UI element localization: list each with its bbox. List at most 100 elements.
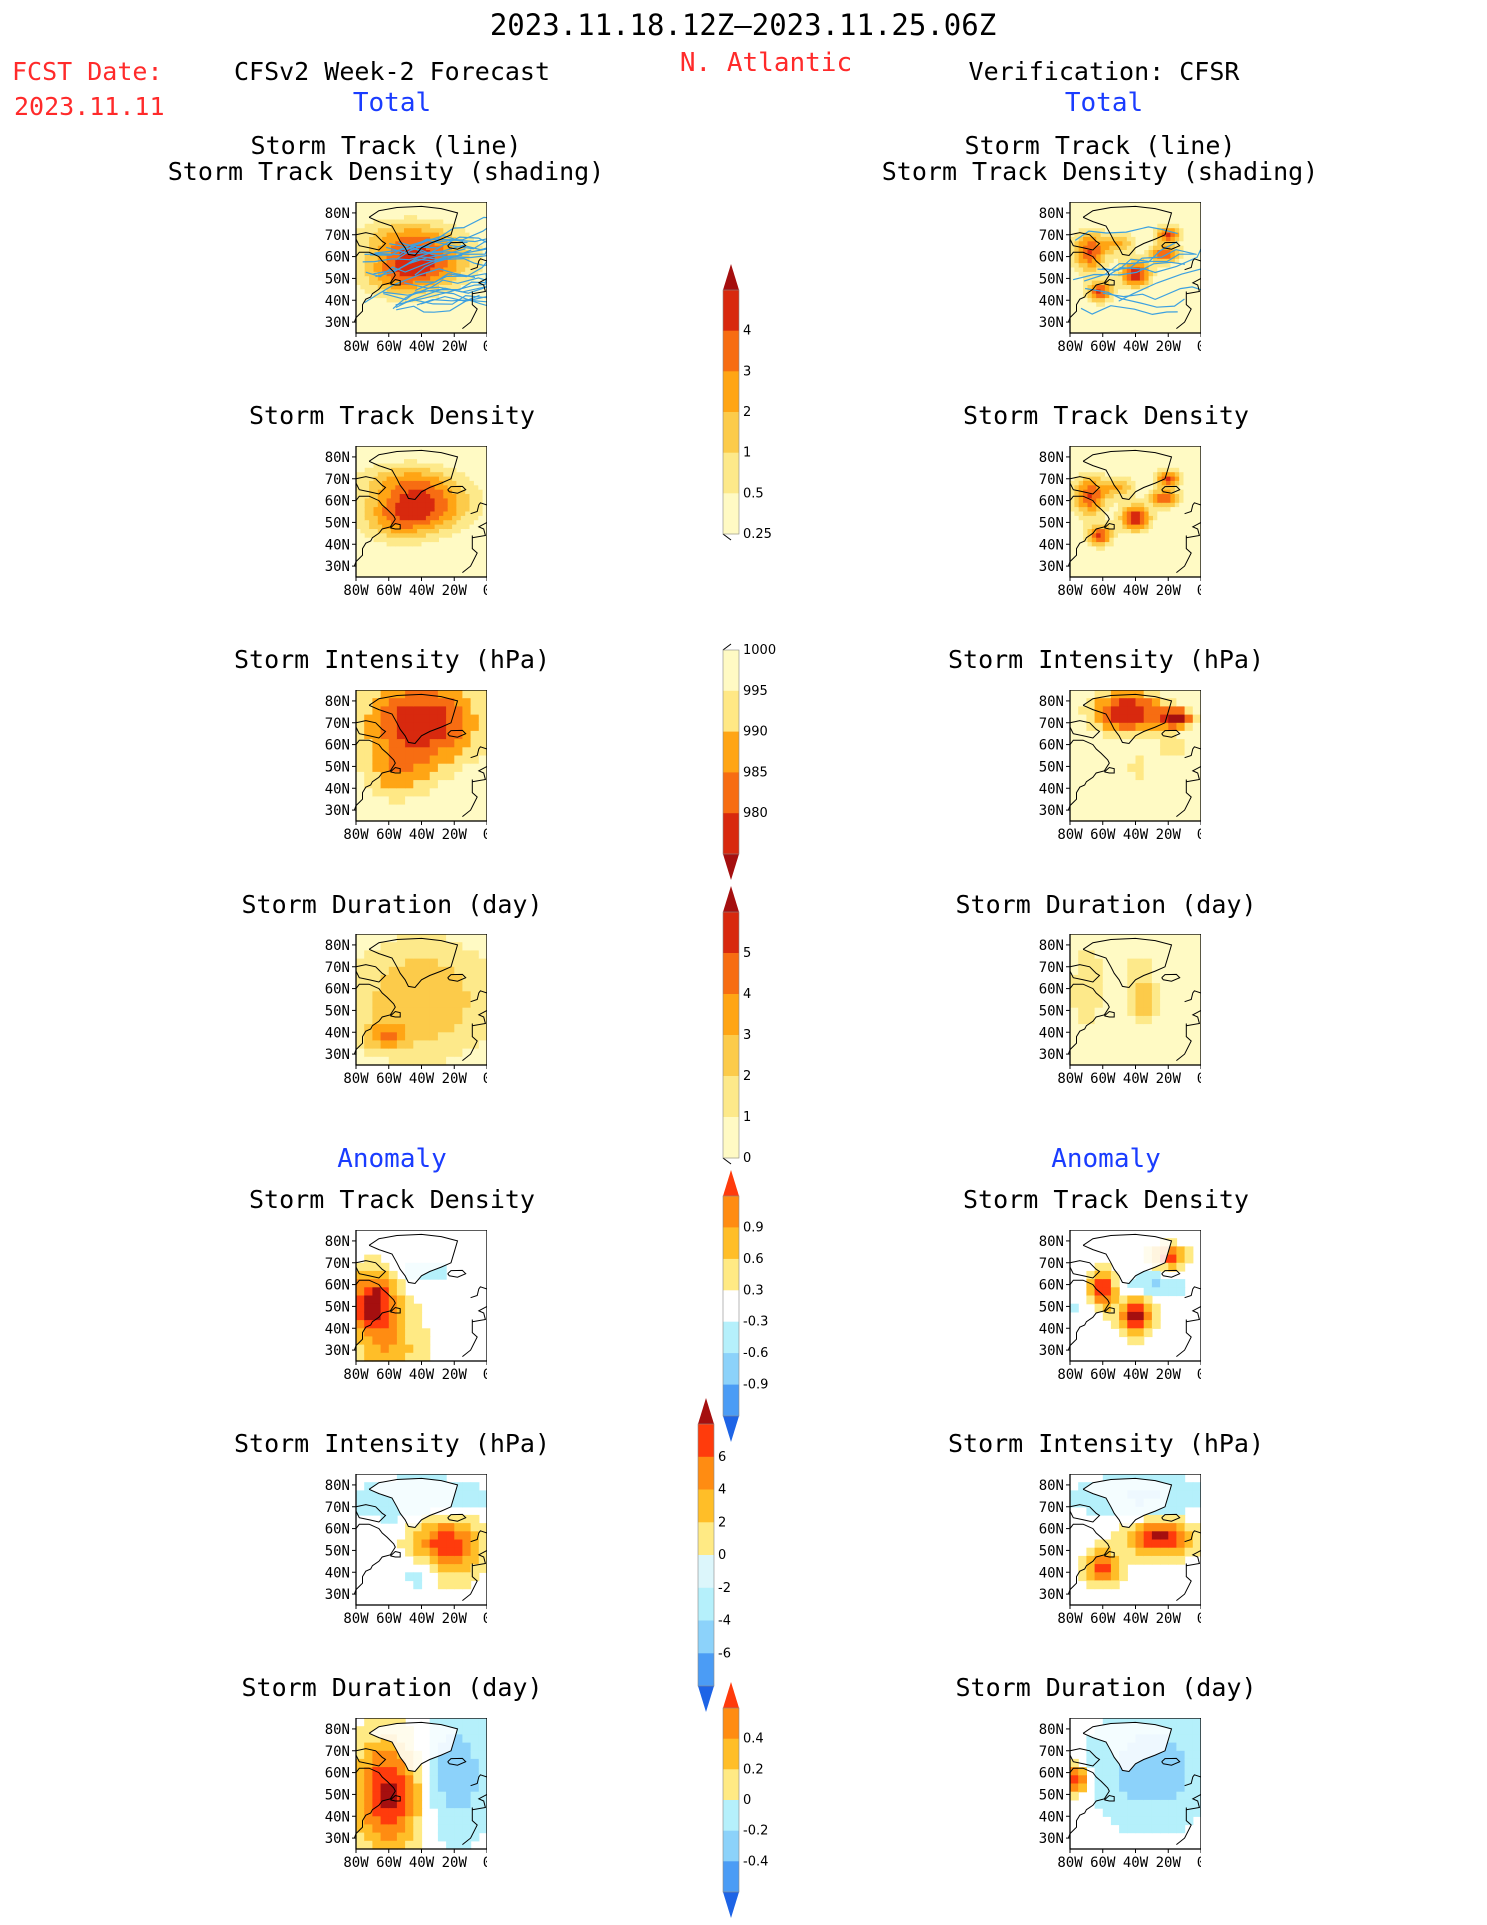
colorbar-segment <box>698 1424 714 1458</box>
colorbar-label: 1000 <box>743 643 776 658</box>
lat-tick-label: 50N <box>1039 1543 1064 1559</box>
lat-tick-label: 70N <box>1039 472 1064 488</box>
left-duration-title: Storm Duration (day) <box>241 890 543 919</box>
map-right-intensity: 80N 70N 60N 50N 40N 30N 80W 60W 40W 20W 0 <box>1039 690 1201 843</box>
colorbar-segment <box>723 493 739 535</box>
lat-tick-label: 30N <box>1039 1587 1064 1603</box>
lat-tick-label: 70N <box>1039 960 1064 976</box>
colorbar-segment <box>723 371 739 413</box>
lat-tick-label: 60N <box>325 738 350 754</box>
colorbar-label: 0.6 <box>743 1252 764 1267</box>
colorbar-label: 0 <box>743 1793 751 1808</box>
colorbar-segment <box>723 650 739 692</box>
lon-tick-label: 80W <box>1057 1071 1083 1087</box>
lat-tick-label: 60N <box>1039 1766 1064 1782</box>
lat-tick-label: 40N <box>325 537 350 553</box>
colorbar-label: 2 <box>718 1515 726 1530</box>
lon-tick-label: 0 <box>1197 583 1201 599</box>
lat-tick-label: 70N <box>1039 716 1064 732</box>
colorbar-segment <box>723 953 739 995</box>
lon-tick-label: 40W <box>409 583 435 599</box>
lon-tick-label: 60W <box>1090 1611 1116 1627</box>
colorbar-arrow-top <box>723 1170 739 1196</box>
lat-tick-label: 80N <box>325 450 350 466</box>
colorbar-label: 0.5 <box>743 486 764 501</box>
colorbar-arrow-bottom <box>698 1686 714 1712</box>
lat-tick-label: 70N <box>325 1744 350 1760</box>
colorbar-segment <box>723 1117 739 1159</box>
lat-tick-label: 40N <box>1039 1025 1064 1041</box>
field <box>1070 934 1201 1066</box>
colorbar-segment <box>698 1555 714 1589</box>
colorbar-density-total: 4 3 2 1 0.5 0.25 <box>722 264 772 542</box>
map-left-intensity: 80N 70N 60N 50N 40N 30N 80W 60W 40W 20W 0 <box>325 690 487 843</box>
lon-tick-label: 0 <box>483 1071 487 1087</box>
left-anom-intensity-title: Storm Intensity (hPa) <box>233 1429 551 1458</box>
lon-tick-label: 0 <box>1197 1855 1201 1871</box>
left-track-density-title: Storm Track Density <box>249 401 535 430</box>
region-label: N. Atlantic <box>679 48 853 78</box>
colorbar-label: -0.2 <box>743 1824 768 1839</box>
lon-tick-label: 80W <box>1057 827 1083 843</box>
lon-tick-label: 20W <box>1156 1367 1182 1383</box>
colorbar-label: -6 <box>718 1646 731 1661</box>
colorbar-segment <box>698 1620 714 1654</box>
lon-tick-label: 80W <box>343 827 369 843</box>
coastlines <box>1067 1233 1201 1357</box>
lon-tick-label: 80W <box>343 583 369 599</box>
lon-tick-label: 20W <box>1156 339 1182 355</box>
lat-tick-label: 30N <box>1039 1343 1064 1359</box>
colorbar-label: 2 <box>743 1069 751 1084</box>
lat-tick-label: 30N <box>1039 803 1064 819</box>
lat-tick-label: 50N <box>325 515 350 531</box>
lat-tick-label: 50N <box>1039 1299 1064 1315</box>
lon-tick-label: 20W <box>442 1071 468 1087</box>
lon-tick-label: 0 <box>1197 1071 1201 1087</box>
left-anom-duration-title: Storm Duration (day) <box>241 1673 543 1702</box>
lon-tick-label: 40W <box>1123 339 1149 355</box>
lon-tick-label: 40W <box>1123 1367 1149 1383</box>
map-left-anom-duration: 80N 70N 60N 50N 40N 30N 80W 60W 40W 20W 0 <box>325 1718 487 1871</box>
colorbar-segment <box>723 1196 739 1228</box>
lat-tick-label: 80N <box>1039 1722 1064 1738</box>
colorbar-label: -4 <box>718 1614 731 1629</box>
colorbar-label: 4 <box>743 324 751 339</box>
lat-tick-label: 60N <box>1039 250 1064 266</box>
lat-tick-label: 80N <box>325 1478 350 1494</box>
left-column-title: CFSv2 Week-2 Forecast <box>233 57 551 86</box>
lat-tick-label: 70N <box>325 716 350 732</box>
lat-tick-label: 70N <box>1039 1500 1064 1516</box>
lat-tick-label: 40N <box>1039 537 1064 553</box>
lat-tick-label: 80N <box>325 1234 350 1250</box>
lat-tick-label: 80N <box>325 938 350 954</box>
colorbar-segment <box>723 412 739 454</box>
lat-tick-label: 80N <box>1039 1234 1064 1250</box>
lat-tick-label: 30N <box>1039 1047 1064 1063</box>
colorbar-duration-anom: 0.4 0.2 0 -0.2 -0.4 <box>722 1682 768 1918</box>
colorbar-segment <box>723 772 739 814</box>
lon-tick-label: 80W <box>343 1071 369 1087</box>
field <box>356 202 487 334</box>
right-track-density-title: Storm Track Density <box>963 401 1249 430</box>
right-intensity-title: Storm Intensity (hPa) <box>947 645 1265 674</box>
colorbar-label: 980 <box>743 806 768 821</box>
map-right-track: 80N 70N 60N 50N 40N 30N 80W 60W 40W 20W 0 <box>1039 202 1201 355</box>
right-anomaly-label: Anomaly <box>1051 1144 1161 1174</box>
colorbar-label: 1 <box>743 446 751 461</box>
colorbar-label: -0.3 <box>743 1315 768 1330</box>
lat-tick-label: 40N <box>325 781 350 797</box>
field <box>356 690 487 822</box>
lat-tick-label: 50N <box>325 1299 350 1315</box>
lon-tick-label: 80W <box>343 1855 369 1871</box>
lat-tick-label: 60N <box>1039 982 1064 998</box>
lat-tick-label: 30N <box>325 1047 350 1063</box>
lon-tick-label: 60W <box>376 1071 402 1087</box>
storm-track-lines <box>1072 226 1201 316</box>
colorbar-label: 985 <box>743 765 768 780</box>
colorbar-segment <box>723 690 739 733</box>
lon-tick-label: 60W <box>376 583 402 599</box>
lat-tick-label: 50N <box>325 1787 350 1803</box>
left-track-line-title: Storm Track (line) <box>250 131 522 160</box>
lat-tick-label: 70N <box>325 960 350 976</box>
lat-tick-label: 70N <box>325 472 350 488</box>
